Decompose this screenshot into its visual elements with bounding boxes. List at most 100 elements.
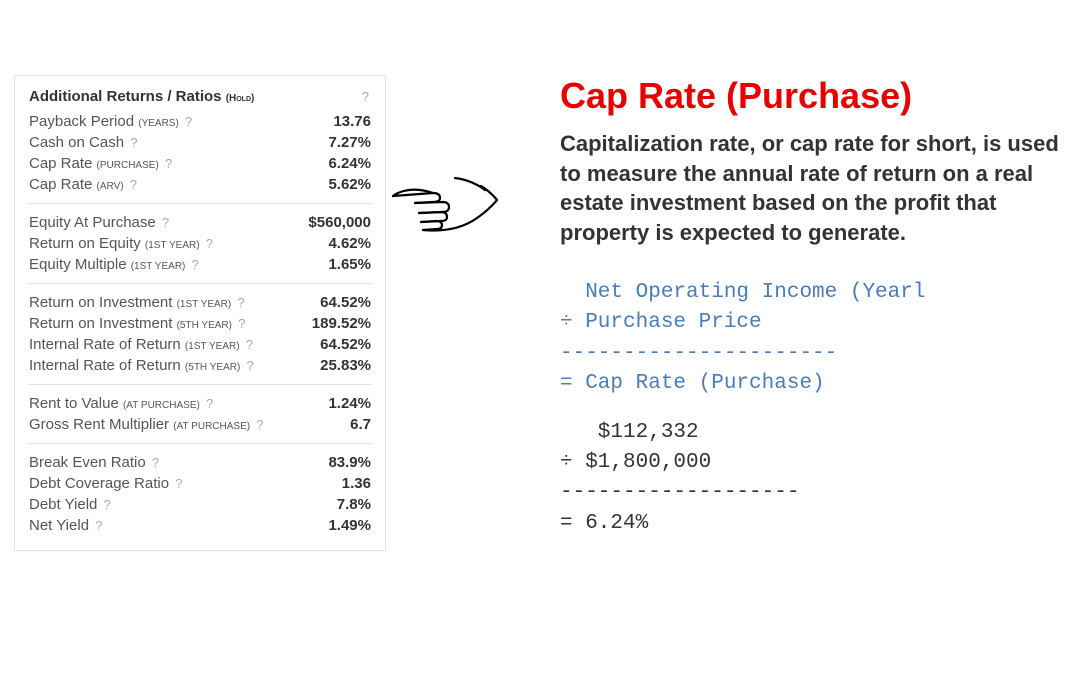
- metric-row: Return on Equity (1st Year) ? 4.62%: [29, 233, 371, 254]
- returns-ratios-panel: Additional Returns / Ratios (Hold) ? Pay…: [14, 75, 386, 551]
- help-icon[interactable]: ?: [244, 358, 255, 373]
- metric-label-text: Cap Rate: [29, 155, 97, 172]
- help-icon[interactable]: ?: [183, 114, 194, 129]
- panel-title-sub: (Hold): [226, 93, 255, 104]
- metric-label-text: Debt Yield: [29, 496, 102, 513]
- metric-value: 7.8%: [337, 496, 371, 513]
- metric-label-text: Debt Coverage Ratio: [29, 475, 173, 492]
- metric-row: Internal Rate of Return (5th Year) ? 25.8…: [29, 355, 371, 376]
- metric-label-text: Internal Rate of Return: [29, 357, 185, 374]
- metric-label-sub: (Years): [138, 118, 179, 129]
- metric-label-text: Gross Rent Multiplier: [29, 416, 173, 433]
- metric-label-text: Payback Period: [29, 113, 138, 130]
- metric-label-text: Return on Investment: [29, 294, 177, 311]
- panel-header: Additional Returns / Ratios (Hold) ?: [29, 88, 371, 111]
- metric-label-text: Net Yield: [29, 517, 93, 534]
- metric-value: 83.9%: [328, 454, 371, 471]
- help-icon[interactable]: ?: [204, 236, 215, 251]
- metric-label-sub: (5th Year): [177, 320, 232, 331]
- metric-row: Cash on Cash ? 7.27%: [29, 132, 371, 153]
- panel-body: Payback Period (Years) ? 13.76 Cash on Cas…: [29, 111, 371, 536]
- metric-label-sub: (1st Year): [177, 299, 232, 310]
- help-icon[interactable]: ?: [254, 417, 265, 432]
- help-icon[interactable]: ?: [244, 337, 255, 352]
- metric-label-text: Internal Rate of Return: [29, 336, 185, 353]
- metric-label: Return on Equity (1st Year) ?: [29, 235, 215, 252]
- metric-row: Gross Rent Multiplier (At Purchase) ? 6.7: [29, 414, 371, 435]
- divider: [29, 384, 371, 385]
- metric-label: Cap Rate (Purchase) ?: [29, 155, 174, 172]
- metric-label-sub: (At Purchase): [173, 421, 250, 432]
- metric-value: 13.76: [333, 113, 371, 130]
- metric-value: 7.27%: [328, 134, 371, 151]
- metric-label-text: Cash on Cash: [29, 134, 128, 151]
- divider: [29, 283, 371, 284]
- metric-label-sub: (Purchase): [97, 160, 159, 171]
- help-icon[interactable]: ?: [160, 215, 171, 230]
- metric-label: Payback Period (Years) ?: [29, 113, 194, 130]
- help-icon[interactable]: ?: [102, 497, 113, 512]
- metric-label: Net Yield ?: [29, 517, 104, 534]
- metric-label: Internal Rate of Return (1st Year) ?: [29, 336, 255, 353]
- help-icon[interactable]: ?: [93, 518, 104, 533]
- metric-value: 1.24%: [328, 395, 371, 412]
- metric-row: Debt Yield ? 7.8%: [29, 494, 371, 515]
- metric-value: 189.52%: [312, 315, 371, 332]
- metric-value: 1.49%: [328, 517, 371, 534]
- explanation-heading: Cap Rate (Purchase): [560, 75, 1070, 117]
- metric-label-text: Equity Multiple: [29, 256, 131, 273]
- help-icon[interactable]: ?: [204, 396, 215, 411]
- metric-row: Cap Rate (ARV) ? 5.62%: [29, 174, 371, 195]
- metric-value: 5.62%: [328, 176, 371, 193]
- metric-row: Equity At Purchase ? $560,000: [29, 212, 371, 233]
- metric-label-text: Rent to Value: [29, 395, 123, 412]
- help-icon[interactable]: ?: [360, 89, 371, 104]
- help-icon[interactable]: ?: [150, 455, 161, 470]
- metric-value: $560,000: [308, 214, 371, 231]
- help-icon[interactable]: ?: [236, 316, 247, 331]
- metric-label: Break Even Ratio ?: [29, 454, 161, 471]
- metric-value: 4.62%: [328, 235, 371, 252]
- metric-row: Return on Investment (5th Year) ? 189.52%: [29, 313, 371, 334]
- metric-row: Equity Multiple (1st Year) ?1.65%: [29, 254, 371, 275]
- metric-label: Debt Yield ?: [29, 496, 113, 513]
- metric-label: Equity Multiple (1st Year) ?: [29, 256, 201, 273]
- metric-row: Return on Investment (1st Year) ? 64.52%: [29, 292, 371, 313]
- help-icon[interactable]: ?: [235, 295, 246, 310]
- metric-label: Cash on Cash ?: [29, 134, 139, 151]
- panel-title: Additional Returns / Ratios (Hold): [29, 88, 254, 105]
- divider: [29, 443, 371, 444]
- metric-label: Cap Rate (ARV) ?: [29, 176, 139, 193]
- metric-label-sub: (1st Year): [185, 341, 240, 352]
- divider: [29, 203, 371, 204]
- metric-label-text: Return on Investment: [29, 315, 177, 332]
- metric-value: 6.7: [350, 416, 371, 433]
- metric-value: 64.52%: [320, 336, 371, 353]
- metric-label-sub: (1st Year): [131, 261, 186, 272]
- metric-value: 6.24%: [328, 155, 371, 172]
- metric-label-sub: (5th Year): [185, 362, 240, 373]
- calculation-block: $112,332 ÷ $1,800,000 ------------------…: [560, 418, 1070, 540]
- help-icon[interactable]: ?: [128, 177, 139, 192]
- help-icon[interactable]: ?: [173, 476, 184, 491]
- metric-value: 25.83%: [320, 357, 371, 374]
- metric-label: Debt Coverage Ratio ?: [29, 475, 184, 492]
- metric-label-sub: (ARV): [97, 181, 124, 192]
- help-icon[interactable]: ?: [190, 257, 201, 272]
- metric-row: Debt Coverage Ratio ? 1.36: [29, 473, 371, 494]
- metric-row: Payback Period (Years) ? 13.76: [29, 111, 371, 132]
- metric-label-text: Return on Equity: [29, 235, 145, 252]
- metric-label-text: Equity At Purchase: [29, 214, 160, 231]
- metric-label-sub: (1st Year): [145, 240, 200, 251]
- metric-value: 1.36: [342, 475, 371, 492]
- panel-title-text: Additional Returns / Ratios: [29, 88, 222, 105]
- help-icon[interactable]: ?: [163, 156, 174, 171]
- metric-row: Net Yield ? 1.49%: [29, 515, 371, 536]
- metric-label-text: Break Even Ratio: [29, 454, 150, 471]
- metric-label-sub: (At Purchase): [123, 400, 200, 411]
- help-icon[interactable]: ?: [128, 135, 139, 150]
- metric-label: Return on Investment (1st Year) ?: [29, 294, 247, 311]
- metric-row: Cap Rate (Purchase) ? 6.24%: [29, 153, 371, 174]
- explanation-description: Capitalization rate, or cap rate for sho…: [560, 129, 1070, 248]
- metric-value: 64.52%: [320, 294, 371, 311]
